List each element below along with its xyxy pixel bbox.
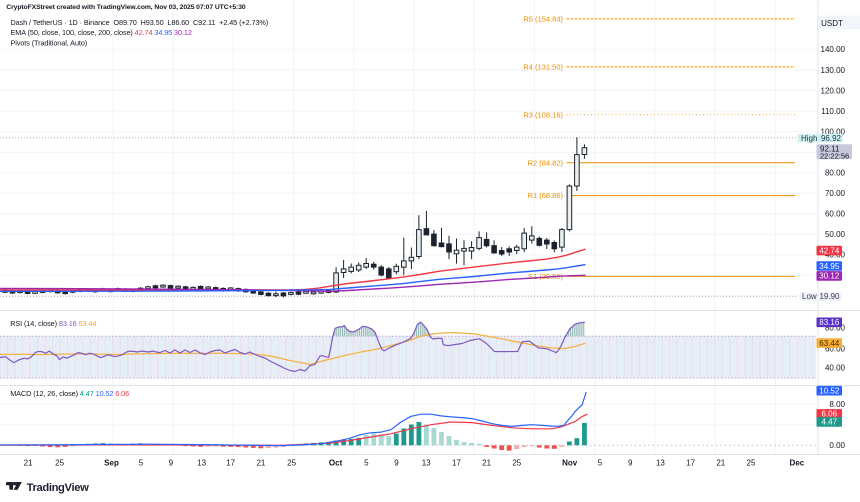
svg-text:100.00: 100.00 bbox=[821, 127, 846, 136]
svg-text:Pivots (Traditional, Auto): Pivots (Traditional, Auto) bbox=[11, 39, 88, 48]
svg-text:R4 (131.50): R4 (131.50) bbox=[523, 63, 563, 72]
svg-text:25: 25 bbox=[747, 459, 756, 468]
svg-text:13: 13 bbox=[656, 459, 665, 468]
svg-text:63.44: 63.44 bbox=[819, 339, 840, 348]
svg-text:120.00: 120.00 bbox=[821, 86, 846, 95]
svg-text:70.00: 70.00 bbox=[825, 189, 846, 198]
svg-text:21: 21 bbox=[256, 459, 265, 468]
svg-text:21: 21 bbox=[716, 459, 725, 468]
svg-text:17: 17 bbox=[452, 459, 461, 468]
svg-text:MACD (12, 26, close) 4.47 10.5: MACD (12, 26, close) 4.47 10.52 6.06 bbox=[10, 389, 129, 398]
svg-text:EMA (50, close, 100, close, 20: EMA (50, close, 100, close, 200, close) … bbox=[11, 28, 192, 37]
svg-text:50.00: 50.00 bbox=[825, 230, 846, 239]
svg-text:13: 13 bbox=[197, 459, 206, 468]
svg-text:17: 17 bbox=[686, 459, 695, 468]
svg-text:19.90: 19.90 bbox=[819, 292, 840, 301]
svg-text:17: 17 bbox=[226, 459, 235, 468]
svg-text:80.00: 80.00 bbox=[825, 323, 846, 332]
svg-text:Sep: Sep bbox=[104, 459, 119, 468]
svg-text:25: 25 bbox=[55, 459, 64, 468]
svg-text:9: 9 bbox=[169, 459, 174, 468]
svg-text:High: High bbox=[801, 134, 817, 143]
svg-text:0.00: 0.00 bbox=[829, 441, 845, 450]
svg-text:83.16: 83.16 bbox=[819, 318, 840, 327]
svg-text:4.47: 4.47 bbox=[822, 418, 838, 427]
svg-text:R1 (68.86): R1 (68.86) bbox=[528, 191, 564, 200]
svg-text:130.00: 130.00 bbox=[821, 66, 846, 75]
svg-text:6.06: 6.06 bbox=[822, 410, 838, 419]
svg-text:CryptoFXStreet created with Tr: CryptoFXStreet created with TradingView.… bbox=[6, 4, 246, 11]
svg-text:140.00: 140.00 bbox=[821, 45, 846, 54]
svg-text:R3 (108.16): R3 (108.16) bbox=[523, 110, 563, 119]
svg-text:Dash / TetherUS · 1D · Binance: Dash / TetherUS · 1D · Binance O89.70 H9… bbox=[11, 18, 269, 27]
svg-text:13: 13 bbox=[422, 459, 431, 468]
svg-text:S1 (29.56): S1 (29.56) bbox=[528, 272, 564, 281]
svg-text:10.52: 10.52 bbox=[819, 387, 840, 396]
svg-text:9: 9 bbox=[628, 459, 633, 468]
svg-text:RSI (14, close) 83.16 63.44: RSI (14, close) 83.16 63.44 bbox=[10, 319, 96, 328]
svg-text:60.00: 60.00 bbox=[825, 344, 846, 353]
svg-text:22:22:56: 22:22:56 bbox=[820, 152, 849, 161]
svg-text:Low: Low bbox=[802, 292, 817, 301]
svg-text:5: 5 bbox=[364, 459, 369, 468]
svg-text:TradingView: TradingView bbox=[27, 482, 89, 494]
svg-text:96.92: 96.92 bbox=[821, 134, 842, 143]
svg-text:R2 (84.82): R2 (84.82) bbox=[528, 158, 564, 167]
svg-text:8.00: 8.00 bbox=[829, 400, 845, 409]
svg-text:21: 21 bbox=[482, 459, 491, 468]
svg-text:25: 25 bbox=[287, 459, 296, 468]
svg-text:5: 5 bbox=[139, 459, 144, 468]
svg-text:110.00: 110.00 bbox=[821, 107, 845, 116]
svg-text:34.95: 34.95 bbox=[819, 262, 840, 271]
svg-text:30.12: 30.12 bbox=[819, 272, 840, 281]
svg-text:42.74: 42.74 bbox=[819, 246, 840, 255]
svg-text:25: 25 bbox=[512, 459, 521, 468]
svg-text:92.11: 92.11 bbox=[820, 144, 840, 153]
svg-text:Dec: Dec bbox=[790, 459, 805, 468]
svg-text:40.00: 40.00 bbox=[825, 364, 846, 373]
svg-text:Oct: Oct bbox=[329, 459, 343, 468]
svg-text:Nov: Nov bbox=[562, 459, 578, 468]
svg-text:60.00: 60.00 bbox=[825, 210, 846, 219]
svg-text:5: 5 bbox=[598, 459, 603, 468]
svg-text:USDT: USDT bbox=[821, 19, 843, 28]
svg-text:80.00: 80.00 bbox=[825, 169, 846, 178]
svg-text:9: 9 bbox=[394, 459, 399, 468]
svg-text:21: 21 bbox=[24, 459, 33, 468]
svg-text:R5 (154.84): R5 (154.84) bbox=[523, 15, 563, 24]
